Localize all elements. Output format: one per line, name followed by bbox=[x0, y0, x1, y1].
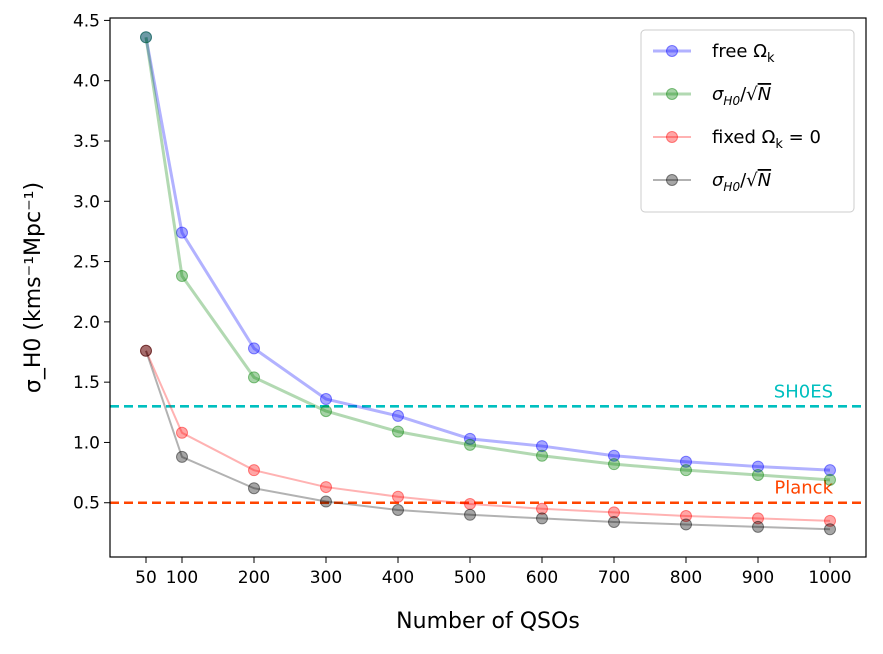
plot-frame bbox=[109, 17, 867, 558]
legend-item: σH0/√N bbox=[653, 170, 771, 194]
data-point bbox=[608, 506, 620, 519]
data-point bbox=[248, 482, 260, 495]
data-point bbox=[392, 503, 404, 516]
data-point bbox=[176, 450, 188, 463]
data-point bbox=[680, 518, 692, 531]
data-point bbox=[140, 31, 152, 44]
y-tick-label: 4.5 bbox=[73, 11, 100, 31]
data-point bbox=[392, 490, 404, 503]
x-tick-label: 1000 bbox=[808, 568, 851, 588]
y-tick-label: 1.0 bbox=[73, 433, 100, 453]
data-point bbox=[464, 432, 476, 445]
legend-label: fixed Ωk = 0 bbox=[712, 127, 821, 152]
data-point bbox=[608, 458, 620, 471]
sh0es-label: SH0ES bbox=[774, 381, 833, 402]
y-axis-title: σ_H0 (kms⁻¹Mpc⁻¹) bbox=[21, 182, 46, 393]
data-point bbox=[140, 344, 152, 357]
data-point bbox=[248, 371, 260, 384]
legend-marker bbox=[666, 131, 678, 143]
series-line bbox=[145, 350, 831, 522]
data-point bbox=[608, 516, 620, 529]
series-1 bbox=[140, 31, 836, 486]
data-point bbox=[752, 469, 764, 482]
data-point bbox=[392, 409, 404, 422]
planck-label: Planck bbox=[774, 478, 833, 499]
y-tick-label: 1.5 bbox=[73, 373, 100, 393]
legend-item: fixed Ωk = 0 bbox=[653, 127, 821, 152]
x-axis-title: Number of QSOs bbox=[396, 609, 580, 634]
x-tick-label: 800 bbox=[670, 568, 702, 588]
legend-label: σH0/√N bbox=[712, 170, 771, 194]
x-tick-label: 600 bbox=[526, 568, 558, 588]
series-0 bbox=[140, 31, 836, 477]
data-point bbox=[248, 464, 260, 477]
data-point bbox=[140, 344, 152, 357]
x-tick-label: 50 bbox=[135, 568, 157, 588]
data-point bbox=[680, 510, 692, 523]
series-line bbox=[144, 37, 831, 472]
data-point bbox=[176, 270, 188, 283]
data-point bbox=[752, 460, 764, 473]
legend-item: free Ωk bbox=[653, 41, 775, 66]
legend-label: free Ωk bbox=[712, 41, 775, 66]
data-point bbox=[248, 342, 260, 355]
y-tick-label: 2.5 bbox=[73, 253, 100, 273]
data-point bbox=[464, 438, 476, 451]
x-tick-label: 100 bbox=[166, 568, 198, 588]
reference-lines: SH0ES Planck bbox=[110, 381, 866, 505]
data-point bbox=[824, 464, 836, 477]
data-point bbox=[176, 226, 188, 239]
series-line bbox=[145, 350, 831, 531]
svg-text:σ_H0 (kms⁻¹Mpc⁻¹): σ_H0 (kms⁻¹Mpc⁻¹) bbox=[21, 182, 46, 393]
legend-item: σH0/√N bbox=[653, 84, 771, 108]
x-tick-label: 700 bbox=[598, 568, 630, 588]
data-point bbox=[536, 449, 548, 462]
data-point bbox=[752, 520, 764, 533]
data-point bbox=[320, 393, 332, 406]
data-point bbox=[680, 455, 692, 468]
data-point bbox=[536, 512, 548, 525]
y-tick-label: 3.5 bbox=[73, 132, 100, 152]
x-tick-label: 200 bbox=[238, 568, 270, 588]
series-3 bbox=[140, 344, 836, 536]
legend-box bbox=[640, 29, 855, 213]
data-point bbox=[752, 512, 764, 525]
data-point bbox=[536, 440, 548, 453]
y-tick-label: 0.5 bbox=[73, 494, 100, 514]
data-point bbox=[320, 481, 332, 494]
series-layer bbox=[140, 31, 836, 536]
data-point bbox=[536, 502, 548, 515]
legend-label: σH0/√N bbox=[712, 84, 771, 108]
data-point bbox=[824, 473, 836, 486]
data-point bbox=[176, 426, 188, 439]
x-tick-label: 400 bbox=[382, 568, 414, 588]
data-point bbox=[464, 497, 476, 510]
legend-marker bbox=[666, 88, 678, 100]
legend-marker bbox=[666, 174, 678, 186]
legend-marker bbox=[666, 45, 678, 57]
data-point bbox=[680, 464, 692, 477]
data-point bbox=[608, 449, 620, 462]
data-point bbox=[824, 523, 836, 536]
x-tick-label: 300 bbox=[310, 568, 342, 588]
y-tick-label: 2.0 bbox=[73, 313, 100, 333]
series-2 bbox=[140, 344, 836, 527]
y-tick-label: 3.0 bbox=[73, 192, 100, 212]
legend: free Ωk σH0/√N fixed Ωk = 0 σH0/√N bbox=[640, 29, 855, 213]
data-point bbox=[824, 514, 836, 527]
data-point bbox=[464, 508, 476, 521]
data-point bbox=[392, 425, 404, 438]
y-tick-label: 4.0 bbox=[73, 72, 100, 92]
data-point bbox=[140, 31, 152, 44]
data-point bbox=[320, 405, 332, 418]
axis-ticks: 50 100 200 300 400 500 600 700 800 900 1000 0.5 1.0 1… bbox=[73, 11, 852, 588]
x-tick-label: 500 bbox=[454, 568, 486, 588]
series-line bbox=[144, 37, 831, 482]
x-tick-label: 900 bbox=[742, 568, 774, 588]
data-point bbox=[320, 495, 332, 508]
